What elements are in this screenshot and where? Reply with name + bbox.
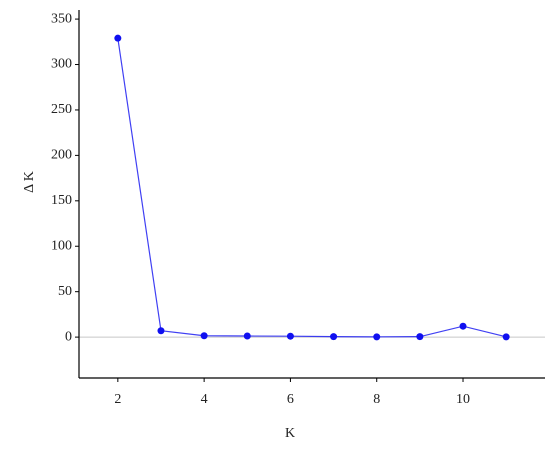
data-point [502, 333, 510, 341]
x-tick-label: 4 [201, 392, 208, 407]
data-point [200, 332, 208, 340]
series-line [117, 38, 507, 338]
data-point [157, 327, 165, 335]
data-point [243, 332, 251, 340]
data-point [416, 333, 424, 341]
x-tick-label: 8 [373, 392, 380, 407]
x-tick-label: 2 [114, 392, 121, 407]
y-tick-label: 150 [51, 193, 72, 208]
y-tick-label: 350 [51, 11, 72, 26]
x-axis-label: K [285, 426, 295, 441]
y-tick-label: 250 [51, 102, 72, 117]
y-tick-label: 50 [58, 284, 72, 299]
y-axis-label: Δ K [22, 171, 37, 193]
y-tick-label: 200 [51, 148, 72, 163]
data-point [286, 332, 294, 340]
data-point [373, 333, 381, 341]
data-point [114, 34, 122, 42]
y-tick-label: 100 [51, 238, 72, 253]
data-point [459, 322, 467, 330]
data-point [330, 333, 338, 341]
x-tick-label: 6 [287, 392, 294, 407]
x-tick-label: 10 [456, 392, 470, 407]
y-tick-label: 300 [51, 57, 72, 72]
y-tick-label: 0 [65, 329, 72, 344]
